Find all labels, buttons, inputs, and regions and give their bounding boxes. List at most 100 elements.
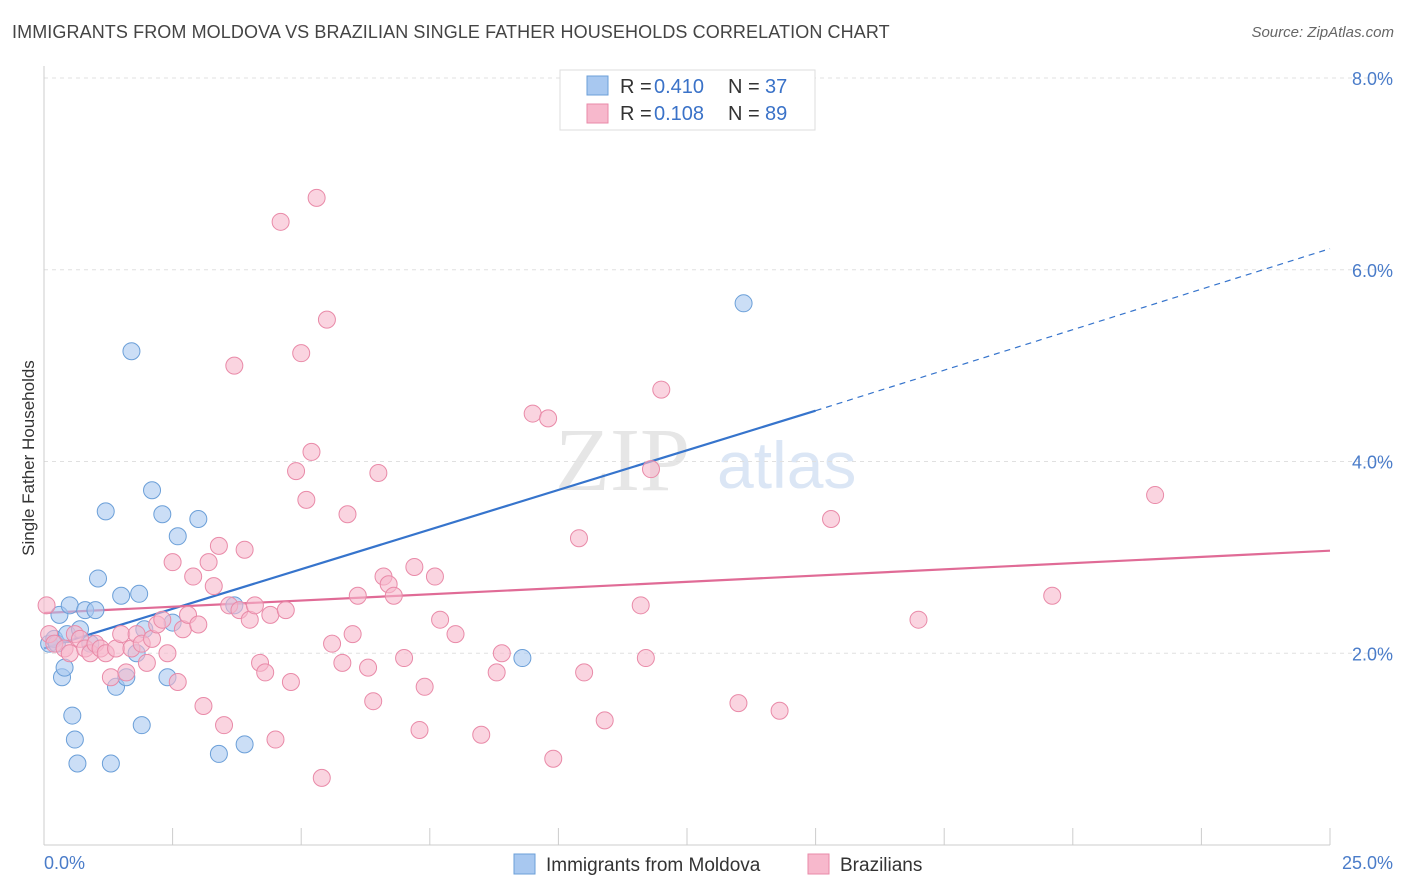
point-brazilians-70 xyxy=(425,567,444,586)
point-moldova-36 xyxy=(734,294,753,313)
grid-lines xyxy=(44,77,1392,654)
legend-n-value-brazilians: 89 xyxy=(765,103,787,125)
point-brazilians-30 xyxy=(194,696,213,715)
point-brazilians-49 xyxy=(292,344,311,363)
scatter-points xyxy=(37,188,1165,787)
legend-box: R = 0.410 N = 37 R = 0.108 N = 89 xyxy=(559,69,816,131)
point-brazilians-46 xyxy=(276,601,295,620)
point-brazilians-67 xyxy=(405,557,424,576)
point-brazilians-90 xyxy=(1043,586,1062,605)
point-brazilians-36 xyxy=(225,356,244,375)
point-brazilians-54 xyxy=(317,310,336,329)
point-brazilians-78 xyxy=(544,749,563,768)
point-brazilians-57 xyxy=(338,505,357,524)
point-brazilians-12 xyxy=(101,668,120,687)
point-brazilians-61 xyxy=(364,692,383,711)
trend-line-moldova xyxy=(43,409,816,650)
point-moldova-14 xyxy=(86,601,105,620)
point-brazilians-50 xyxy=(297,490,316,509)
bottom-legend-swatch-brazilians xyxy=(807,853,830,875)
point-brazilians-80 xyxy=(575,663,594,682)
point-brazilians-83 xyxy=(636,649,655,668)
point-moldova-7 xyxy=(60,596,79,615)
point-brazilians-75 xyxy=(492,644,511,663)
point-moldova-19 xyxy=(112,586,131,605)
chart-title: IMMIGRANTS FROM MOLDOVA VS BRAZILIAN SIN… xyxy=(12,22,890,42)
point-brazilians-42 xyxy=(256,663,275,682)
point-brazilians-52 xyxy=(307,188,326,207)
trend-line-extension-moldova xyxy=(815,248,1331,412)
point-brazilians-24 xyxy=(163,553,182,572)
legend-r-label-moldova: R = xyxy=(620,76,652,98)
y-axis-label: Single Father Households xyxy=(19,360,38,556)
point-brazilians-48 xyxy=(287,462,306,481)
point-brazilians-4 xyxy=(60,644,79,663)
x-tick-label-min: 0.0% xyxy=(44,853,85,873)
point-brazilians-79 xyxy=(569,529,588,548)
point-brazilians-87 xyxy=(770,701,789,720)
point-moldova-15 xyxy=(89,569,108,588)
point-brazilians-43 xyxy=(261,605,280,624)
point-brazilians-60 xyxy=(359,658,378,677)
legend-n-label-brazilians: N = xyxy=(728,103,760,125)
point-brazilians-72 xyxy=(446,625,465,644)
point-brazilians-65 xyxy=(384,586,403,605)
point-brazilians-84 xyxy=(641,460,660,479)
x-tick-label-max: 25.0% xyxy=(1342,853,1393,873)
point-moldova-35 xyxy=(513,649,532,668)
point-brazilians-76 xyxy=(523,404,542,423)
point-brazilians-77 xyxy=(539,409,558,428)
point-moldova-32 xyxy=(209,744,228,763)
point-brazilians-53 xyxy=(312,768,331,787)
point-brazilians-69 xyxy=(415,677,434,696)
point-brazilians-47 xyxy=(281,673,300,692)
legend-n-label-moldova: N = xyxy=(728,76,760,98)
point-brazilians-88 xyxy=(822,510,841,529)
y-tick-label-3: 8.0% xyxy=(1352,69,1393,89)
point-brazilians-73 xyxy=(472,725,491,744)
point-brazilians-91 xyxy=(1146,486,1165,505)
y-tick-labels: 2.0% 4.0% 6.0% 8.0% xyxy=(1352,69,1393,664)
point-brazilians-22 xyxy=(153,610,172,629)
bottom-legend-label-moldova: Immigrants from Moldova xyxy=(546,855,761,876)
point-moldova-21 xyxy=(122,342,141,361)
point-brazilians-86 xyxy=(729,694,748,713)
point-brazilians-85 xyxy=(652,380,671,399)
point-brazilians-74 xyxy=(487,663,506,682)
series-moldova xyxy=(40,294,753,773)
point-brazilians-38 xyxy=(235,540,254,559)
watermark-atlas: atlas xyxy=(717,428,856,502)
point-moldova-27 xyxy=(153,505,172,524)
legend-swatch-brazilians xyxy=(586,103,609,124)
point-brazilians-25 xyxy=(168,673,187,692)
point-brazilians-28 xyxy=(184,567,203,586)
point-moldova-8 xyxy=(63,706,82,725)
point-brazilians-51 xyxy=(302,442,321,461)
point-brazilians-62 xyxy=(369,464,388,483)
bottom-legend-swatch-moldova xyxy=(513,853,536,875)
y-tick-label-2: 6.0% xyxy=(1352,261,1393,281)
point-brazilians-59 xyxy=(348,586,367,605)
legend-swatch-moldova xyxy=(586,75,609,96)
point-brazilians-40 xyxy=(245,596,264,615)
point-brazilians-56 xyxy=(333,653,352,672)
point-moldova-24 xyxy=(132,716,151,735)
legend-r-value-moldova: 0.410 xyxy=(654,76,704,98)
point-brazilians-81 xyxy=(595,711,614,730)
point-moldova-26 xyxy=(143,481,162,500)
point-brazilians-71 xyxy=(431,610,450,629)
legend-r-label-brazilians: R = xyxy=(620,103,652,125)
bottom-legend-label-brazilians: Brazilians xyxy=(840,855,922,876)
point-brazilians-66 xyxy=(395,649,414,668)
point-brazilians-89 xyxy=(909,610,928,629)
point-brazilians-58 xyxy=(343,625,362,644)
point-brazilians-14 xyxy=(112,625,131,644)
point-brazilians-32 xyxy=(204,577,223,596)
point-brazilians-15 xyxy=(117,663,136,682)
point-brazilians-0 xyxy=(37,596,56,615)
point-brazilians-29 xyxy=(189,615,208,634)
point-brazilians-68 xyxy=(410,720,429,739)
point-brazilians-44 xyxy=(266,730,285,749)
point-moldova-30 xyxy=(168,527,187,546)
